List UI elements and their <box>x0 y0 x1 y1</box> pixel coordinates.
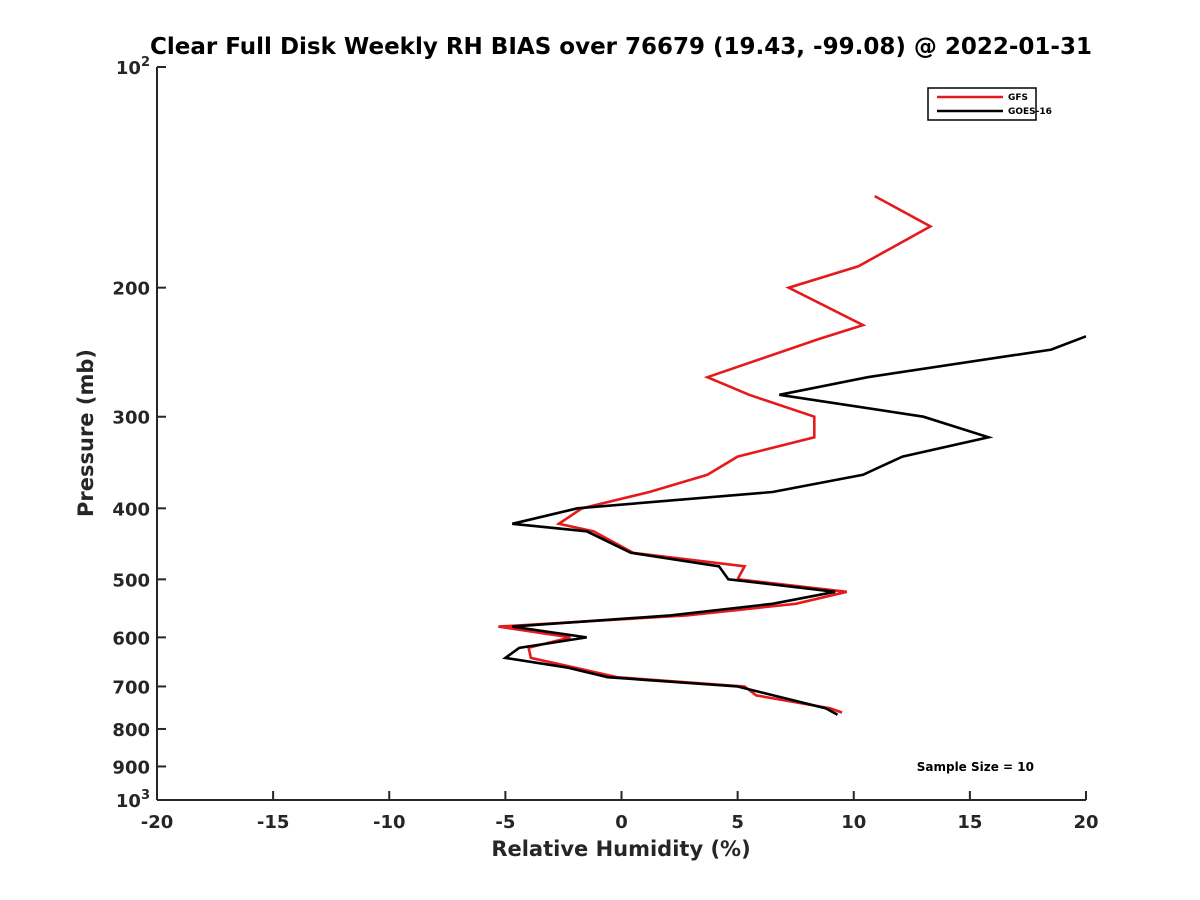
x-tick-label: 5 <box>731 812 744 833</box>
x-tick-label: -20 <box>141 812 174 833</box>
y-tick-label: 800 <box>112 720 150 741</box>
x-tick-label: -10 <box>373 812 406 833</box>
x-tick-label: 15 <box>957 812 982 833</box>
y-tick-label: 400 <box>112 499 150 520</box>
x-tick-label: 0 <box>615 812 628 833</box>
x-tick-label: -15 <box>257 812 290 833</box>
series-lines <box>498 194 1087 716</box>
legend-box <box>927 87 1037 121</box>
y-tick-base: 10 <box>116 791 141 812</box>
y-tick-exponent: 3 <box>141 788 150 803</box>
y-tick-label: 103 <box>116 788 150 812</box>
legend-label: GOES-16 <box>1008 107 1052 117</box>
y-tick-exponent: 2 <box>141 55 150 70</box>
y-tick-label: 700 <box>112 677 150 698</box>
series-line-gfs <box>498 194 934 714</box>
chart-title: Clear Full Disk Weekly RH BIAS over 7667… <box>150 34 1092 60</box>
y-tick-base: 10 <box>116 58 141 79</box>
y-axis-label: Pressure (mb) <box>74 349 98 517</box>
series-line-goes-16 <box>502 335 1087 716</box>
legend-label: GFS <box>1008 93 1028 103</box>
y-tick-label: 500 <box>112 570 150 591</box>
sample-size-annotation: Sample Size = 10 <box>917 760 1034 774</box>
axes: -20 -15 -10 -5 0 5 10 15 20102200300400500600700… <box>112 55 1098 833</box>
y-tick-label: 300 <box>112 408 150 429</box>
y-tick-label: 600 <box>112 628 150 649</box>
x-tick-label: 10 <box>841 812 866 833</box>
x-tick-label: -5 <box>495 812 515 833</box>
x-axis-label: Relative Humidity (%) <box>491 837 750 861</box>
y-tick-label: 200 <box>112 279 150 300</box>
y-tick-label: 102 <box>116 55 150 79</box>
y-tick-label: 900 <box>112 757 150 778</box>
legend: GFS GOES-16 <box>927 87 1052 121</box>
x-tick-label: 20 <box>1073 812 1098 833</box>
